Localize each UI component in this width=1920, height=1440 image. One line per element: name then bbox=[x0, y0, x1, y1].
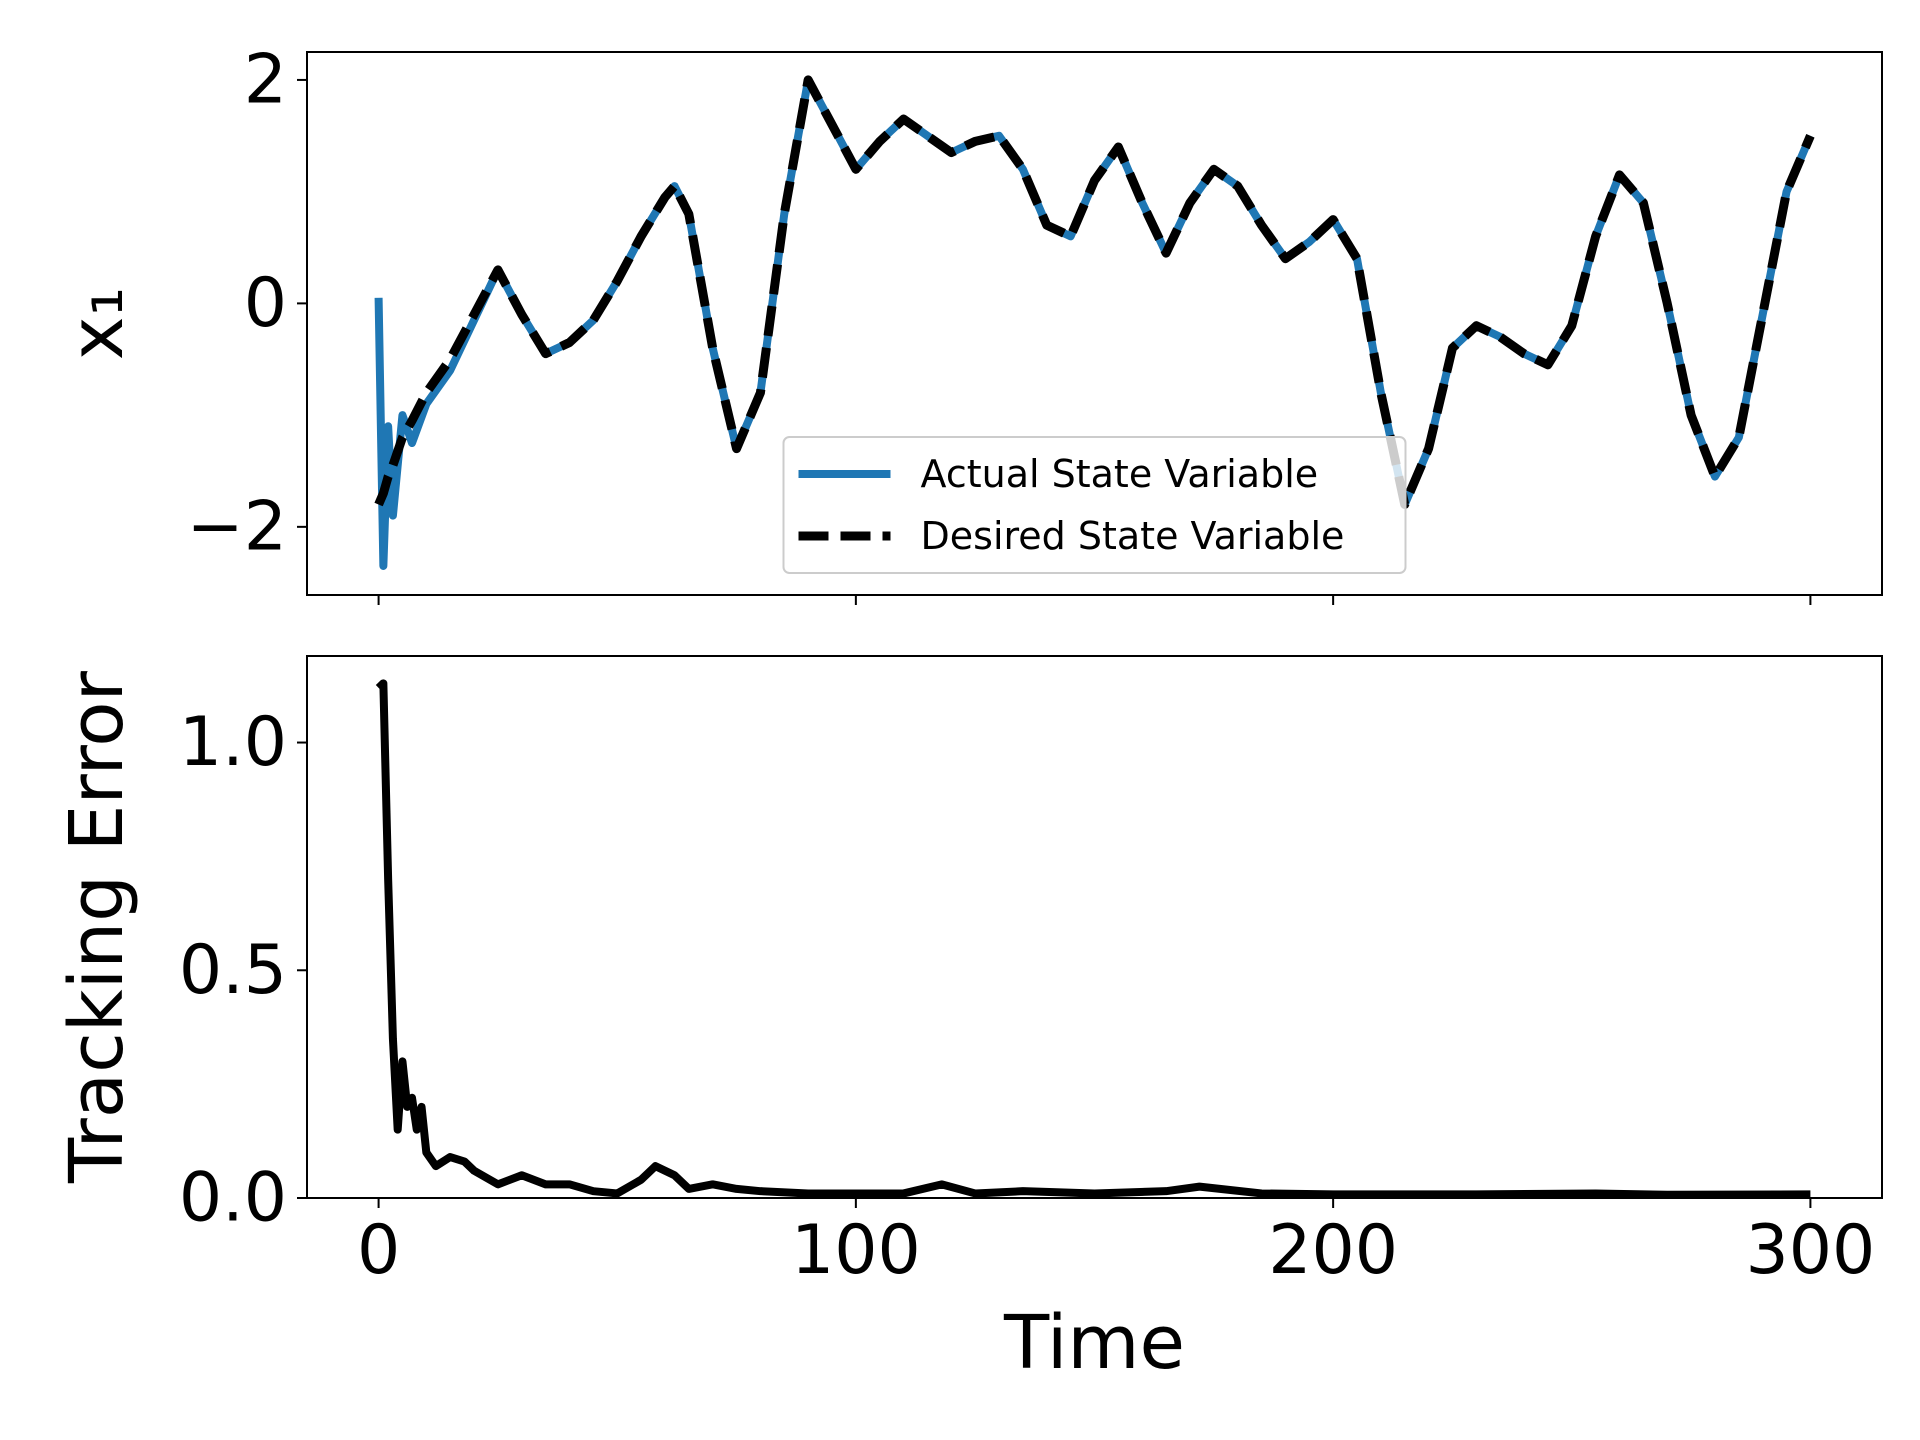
legend-label: Desired State Variable bbox=[921, 514, 1345, 558]
y-tick-label: 0.5 bbox=[179, 931, 287, 1010]
x-tick-label: 0 bbox=[357, 1211, 400, 1290]
y-tick-label: 1.0 bbox=[179, 703, 287, 782]
x-tick-label: 300 bbox=[1746, 1211, 1876, 1290]
x-tick-label: 100 bbox=[791, 1211, 921, 1290]
x-axis-label: Time bbox=[1003, 1300, 1185, 1386]
y-tick-label: 0 bbox=[244, 264, 287, 343]
legend-label: Actual State Variable bbox=[921, 452, 1319, 496]
y-tick-label: −2 bbox=[187, 487, 287, 566]
y-tick-label: 0.0 bbox=[179, 1159, 287, 1238]
axes-frame bbox=[306, 51, 1883, 596]
y-axis-label: Tracking Error bbox=[54, 670, 140, 1184]
y-axis-label: x₁ bbox=[54, 287, 140, 360]
data-line bbox=[375, 679, 1811, 1198]
data-line bbox=[374, 75, 1815, 509]
legend-box bbox=[782, 436, 1407, 574]
axes-frame bbox=[306, 655, 1883, 1199]
x-tick-label: 200 bbox=[1268, 1211, 1398, 1290]
y-tick-label: 2 bbox=[244, 40, 287, 119]
